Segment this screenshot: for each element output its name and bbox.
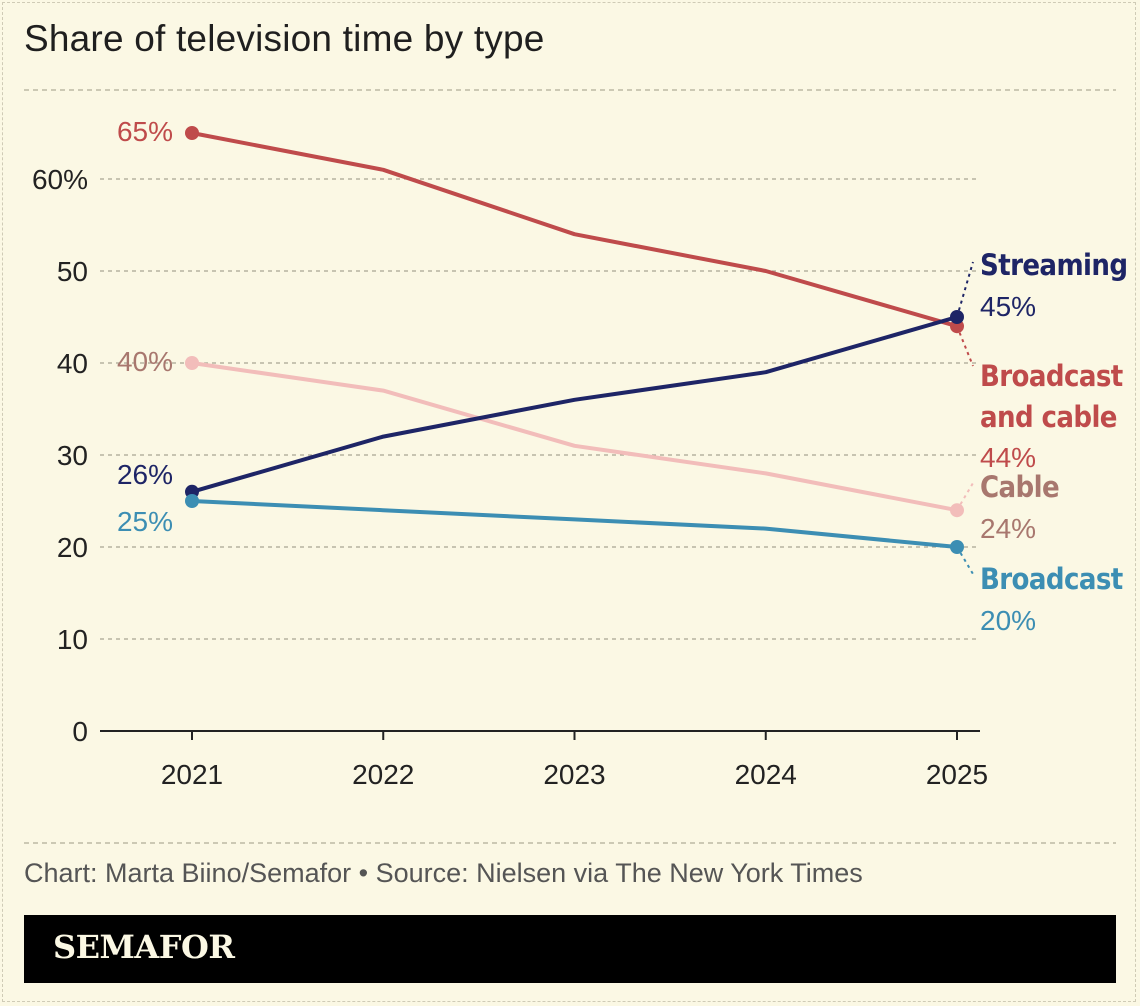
series-name-broadcast_and_cable: Broadcast xyxy=(980,359,1123,393)
start-value-label-cable: 40% xyxy=(117,346,173,377)
chart-credit: Chart: Marta Biino/Semafor • Source: Nie… xyxy=(24,858,863,888)
leader-line-cable xyxy=(956,482,974,511)
y-tick-label: 50 xyxy=(57,256,88,287)
chart-title: Share of television time by type xyxy=(24,18,545,59)
brand-bar: SEMAFOR xyxy=(24,915,1116,983)
gridlines xyxy=(100,178,980,640)
x-tick-label: 2023 xyxy=(543,759,605,790)
end-value-label-broadcast_and_cable: 44% xyxy=(980,442,1036,473)
y-tick-label: 30 xyxy=(57,440,88,471)
start-value-label-broadcast: 25% xyxy=(117,506,173,537)
end-value-label-broadcast: 20% xyxy=(980,605,1036,636)
brand-logo: SEMAFOR xyxy=(53,928,235,966)
series-lines xyxy=(185,126,964,554)
data-labels: 65% Broadcast and cable 44% 40% Cable 24% 26% St… xyxy=(117,116,1128,636)
series-line-broadcast xyxy=(190,499,959,549)
y-tick-label: 40 xyxy=(57,348,88,379)
y-tick-label: 10 xyxy=(57,624,88,655)
data-point-cable xyxy=(185,356,199,370)
leader-line-broadcast xyxy=(956,546,974,575)
start-value-label-broadcast_and_cable: 65% xyxy=(117,116,173,147)
series-line-cable xyxy=(190,361,959,513)
axes: 0 10 20 30 40 50 60% 2021 2022 2023 2024 2025 xyxy=(32,164,988,790)
x-tick-label: 2024 xyxy=(735,759,797,790)
leader-line-streaming xyxy=(956,261,974,318)
y-tick-label: 60% xyxy=(32,164,88,195)
series-line-streaming xyxy=(190,315,959,494)
series-line-broadcast_and_cable xyxy=(190,131,959,329)
series-name-broadcast: Broadcast xyxy=(980,562,1123,596)
y-tick-label: 20 xyxy=(57,532,88,563)
y-tick-label: 0 xyxy=(72,716,88,747)
end-value-label-cable: 24% xyxy=(980,513,1036,544)
x-tick-label: 2021 xyxy=(161,759,223,790)
start-value-label-streaming: 26% xyxy=(117,459,173,490)
data-point-broadcast xyxy=(185,494,199,508)
x-tick-label: 2022 xyxy=(352,759,414,790)
end-value-label-streaming: 45% xyxy=(980,291,1036,322)
series-name-broadcast_and_cable: and cable xyxy=(980,400,1117,434)
data-point-broadcast_and_cable xyxy=(185,126,199,140)
leader-line-broadcast_and_cable xyxy=(956,325,974,367)
series-name-cable: Cable xyxy=(980,470,1059,504)
x-tick-label: 2025 xyxy=(926,759,988,790)
series-name-streaming: Streaming xyxy=(980,248,1127,282)
